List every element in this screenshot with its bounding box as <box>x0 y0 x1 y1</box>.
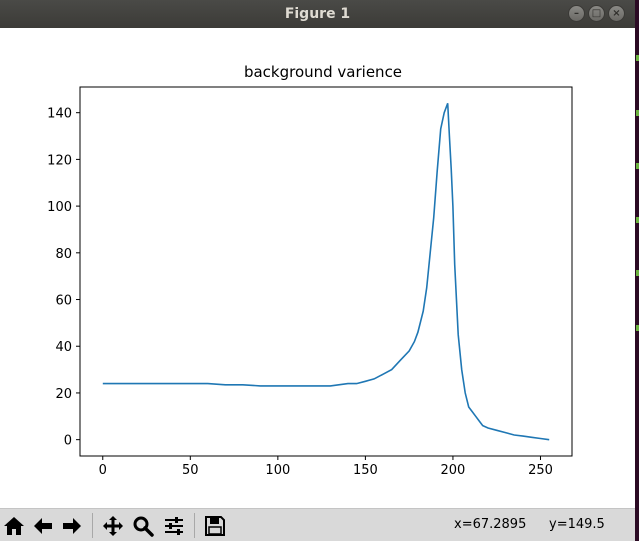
move-icon <box>102 515 123 536</box>
x-tick-label: 50 <box>182 463 199 478</box>
zoom-button[interactable] <box>130 513 155 538</box>
arrow-right-icon <box>62 517 81 534</box>
y-tick-label: 80 <box>55 247 72 262</box>
configure-subplots-button[interactable] <box>161 513 186 538</box>
axes-frame <box>79 86 573 457</box>
desktop-marker <box>636 217 639 223</box>
home-icon <box>3 516 24 535</box>
x-tick-label: 200 <box>441 463 466 478</box>
save-button[interactable] <box>202 513 227 538</box>
y-tick-label: 100 <box>47 200 72 215</box>
navigation-toolbar: x=67.2895 y=149.5 <box>0 508 635 541</box>
pan-button[interactable] <box>100 513 125 538</box>
title-bar[interactable]: Figure 1 – □ × <box>0 0 635 28</box>
cursor-y-readout: y=149.5 <box>549 517 605 532</box>
desktop-marker <box>636 270 639 276</box>
window-title: Figure 1 <box>284 6 351 22</box>
chart-svg: background varience 0 50 100 150 200 250 0 20 40… <box>47 63 573 478</box>
window-controls: – □ × <box>568 5 625 22</box>
sliders-icon <box>164 516 183 535</box>
background-desktop-strip <box>635 0 639 541</box>
home-button[interactable] <box>1 513 26 538</box>
close-button[interactable]: × <box>608 5 625 22</box>
toolbar-separator <box>92 513 93 538</box>
x-tick-label: 250 <box>528 463 553 478</box>
minimize-button[interactable]: – <box>568 5 585 22</box>
plot-canvas[interactable]: background varience 0 50 100 150 200 250 0 20 40… <box>0 28 635 508</box>
desktop-marker <box>636 110 639 116</box>
desktop-marker <box>636 325 639 331</box>
desktop-marker <box>636 163 639 169</box>
y-tick-label: 120 <box>47 153 72 168</box>
desktop-marker <box>636 55 639 61</box>
x-tick-label: 0 <box>99 463 107 478</box>
y-tick-label: 60 <box>55 294 72 309</box>
toolbar-separator <box>194 513 195 538</box>
forward-button[interactable] <box>59 513 84 538</box>
chart-title: background varience <box>244 63 402 81</box>
cursor-x-readout: x=67.2895 <box>454 517 527 532</box>
x-tick-label: 100 <box>265 463 290 478</box>
series-line <box>102 103 550 441</box>
y-tick-label: 40 <box>55 340 72 355</box>
y-tick-label: 0 <box>64 434 72 449</box>
back-button[interactable] <box>30 513 55 538</box>
y-tick-label: 140 <box>47 107 72 122</box>
maximize-button[interactable]: □ <box>588 5 605 22</box>
magnifier-icon <box>133 516 154 537</box>
x-tick-label: 150 <box>353 463 378 478</box>
floppy-disk-icon <box>204 515 225 536</box>
y-tick-label: 20 <box>55 387 72 402</box>
arrow-left-icon <box>33 517 52 534</box>
